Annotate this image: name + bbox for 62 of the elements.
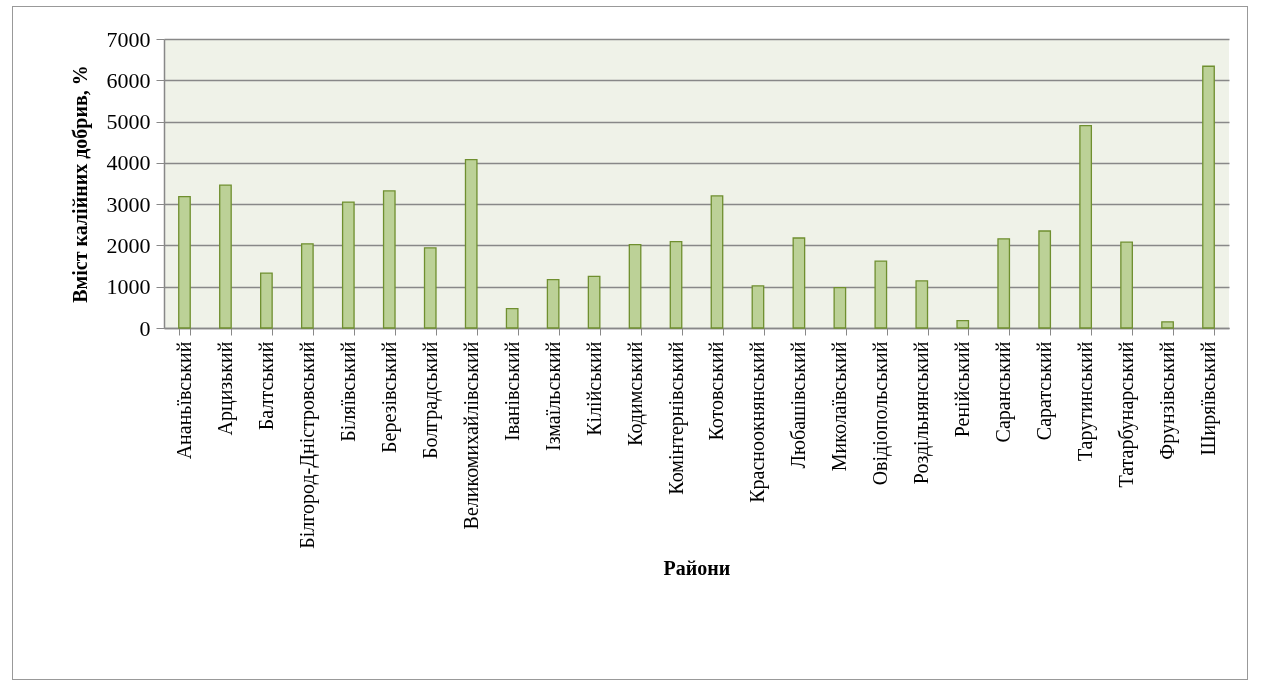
x-tick-label: Іванівський (500, 341, 523, 441)
y-tick-label: 0 (139, 315, 151, 341)
y-tick-label: 5000 (106, 109, 151, 135)
x-tick-label: Балтський (254, 341, 277, 431)
x-tick-label: Саратський (1033, 341, 1057, 441)
y-tick-label: 7000 (106, 26, 151, 52)
bar (669, 241, 683, 329)
bar (1079, 125, 1093, 329)
x-tick-label: Любашівський (787, 341, 810, 469)
x-tick-label: Миколаївський (828, 341, 851, 472)
x-tick-label: Білгород-Дністровський (295, 341, 319, 549)
x-tick-label: Тарутинський (1074, 341, 1098, 462)
x-tick-label: Арцизький (213, 341, 237, 436)
bar (751, 285, 765, 329)
bar (1038, 230, 1052, 329)
bar (300, 243, 314, 329)
x-tick-label: Ананьївський (172, 341, 195, 460)
bar (546, 279, 560, 329)
x-tick-label: Фрунзівський (1156, 341, 1180, 460)
x-tick-label: Великомихайлівський (459, 341, 482, 530)
y-tick-label: 6000 (106, 67, 151, 93)
bar (1202, 65, 1215, 329)
x-tick-label: Болградський (418, 341, 442, 460)
x-tick-label: Саранський (992, 341, 1016, 443)
bar (710, 195, 724, 329)
bar (997, 238, 1011, 329)
bar (587, 275, 601, 329)
x-tick-label: Кодимський (623, 341, 647, 446)
bar (341, 201, 355, 329)
y-tick-label: 2000 (106, 232, 151, 258)
bar (874, 260, 888, 329)
x-tick-label: Ізмаїльський (541, 341, 564, 451)
x-tick-label: Красноокнянський (746, 341, 770, 503)
x-tick-label: Комінтернівський (664, 341, 688, 495)
x-tick-label: Ширяївський (1197, 341, 1221, 456)
x-axis-title: Райони (663, 556, 731, 579)
x-tick-label: Кілійський (582, 341, 605, 436)
bar (505, 307, 519, 329)
y-tick-label: 3000 (106, 191, 151, 217)
x-tick-label: Татарбунарський (1115, 341, 1139, 488)
bar (792, 237, 806, 329)
bar (956, 319, 970, 329)
bar (260, 272, 273, 329)
bar (423, 247, 437, 329)
y-axis-title: Вміст калійних добрив, % (68, 65, 92, 303)
x-tick-label: Ренійський (951, 341, 974, 438)
bar (833, 286, 847, 329)
bar (1120, 241, 1133, 329)
bar (219, 184, 232, 329)
x-tick-label: Роздільнянський (910, 341, 934, 485)
y-tick-label: 4000 (106, 150, 151, 176)
x-tick-label: Котовський (705, 341, 728, 441)
bar (178, 196, 191, 329)
x-tick-label: Біляївський (336, 341, 359, 442)
bar (382, 190, 396, 329)
y-tick-label: 1000 (106, 274, 151, 300)
bar (464, 158, 478, 329)
bar (628, 243, 642, 329)
bar (1161, 321, 1174, 329)
bar (915, 280, 929, 329)
x-tick-label: Березівський (377, 341, 401, 453)
x-tick-label: Овідіопольський (869, 341, 893, 486)
